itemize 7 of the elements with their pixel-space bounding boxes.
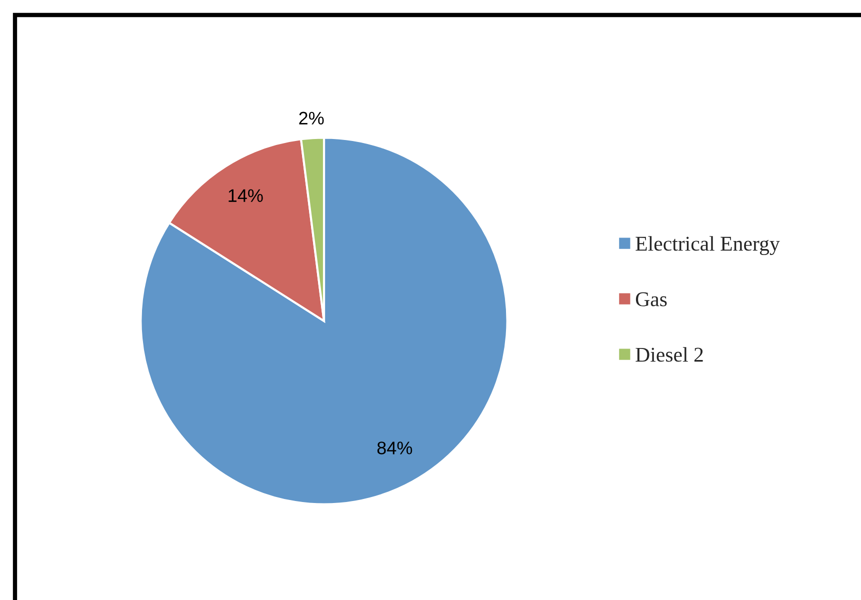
data-label: 84% (377, 442, 412, 454)
legend-label: Diesel 2 (636, 347, 703, 362)
legend-label: Electrical Energy (636, 236, 780, 256)
pie-slice (140, 136, 508, 506)
data-label: 14% (228, 189, 263, 202)
data-label: 2% (299, 112, 324, 125)
legend-label: Gas (636, 292, 667, 306)
